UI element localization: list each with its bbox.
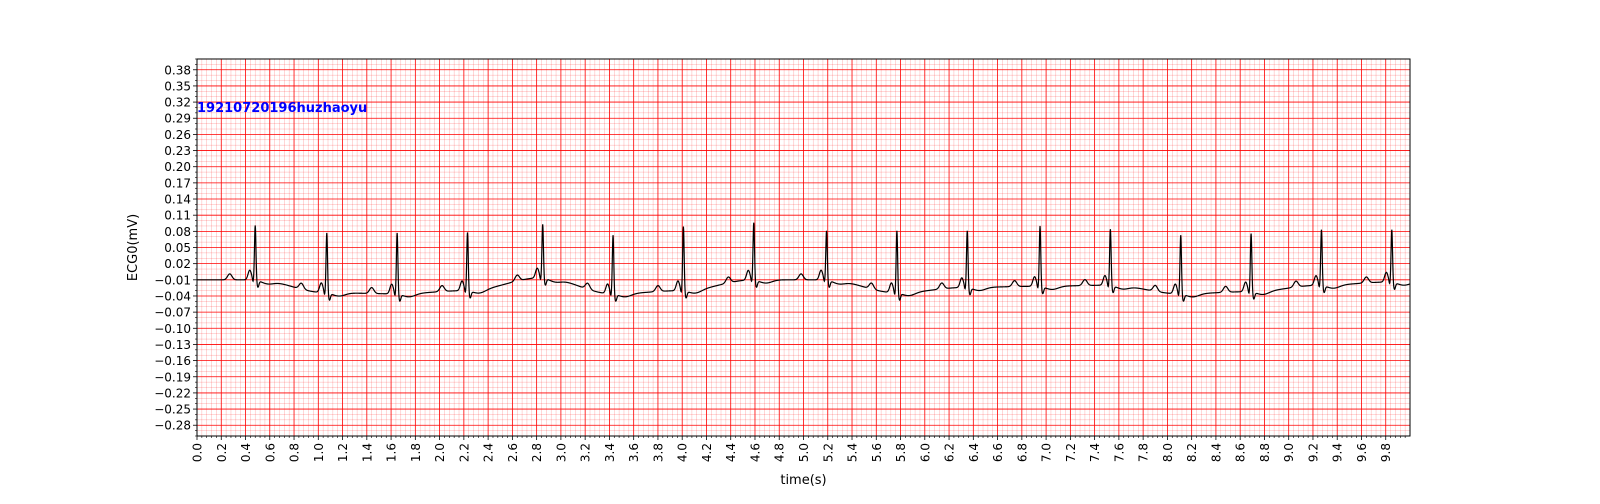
- x-tick-label: 2.2: [457, 443, 471, 462]
- y-tick-label: 0.08: [164, 225, 191, 239]
- y-tick-label: 0.02: [164, 257, 191, 271]
- x-tick-label: 8.6: [1234, 443, 1248, 462]
- x-tick-label: 1.0: [312, 443, 326, 462]
- y-tick-label: 0.11: [164, 209, 191, 223]
- x-tick-label: 6.6: [991, 443, 1005, 462]
- x-tick-label: 3.8: [651, 443, 665, 462]
- student-id-annotation: 19210720196huzhaoyu: [197, 101, 367, 116]
- x-tick-label: 5.2: [821, 443, 835, 462]
- x-tick-label: 9.8: [1379, 443, 1393, 462]
- y-axis: −0.28 −0.25 −0.22 −0.19 −0.16 −0.13 −0.10 −0.07…: [154, 58, 197, 437]
- x-tick-label: 3.2: [579, 443, 593, 462]
- x-tick-label: 7.4: [1088, 443, 1102, 462]
- x-tick-label: 5.8: [894, 443, 908, 462]
- x-axis: 0.0 0.2 0.4 0.6 0.8 1.0 1.2 1.4 1.6 1.8 2.0 2.2 2.4 2…: [191, 436, 1406, 462]
- x-tick-label: 2.4: [482, 443, 496, 462]
- y-tick-label: 0.29: [164, 112, 191, 126]
- x-tick-label: 1.8: [409, 443, 423, 462]
- x-tick-label: 1.6: [385, 443, 399, 462]
- y-tick-label: −0.04: [154, 289, 191, 303]
- y-tick-label: −0.01: [154, 273, 191, 287]
- y-tick-label: 0.38: [164, 63, 191, 77]
- x-tick-label: 5.6: [870, 443, 884, 462]
- x-tick-label: 7.0: [1040, 443, 1054, 462]
- y-tick-label: 0.26: [164, 128, 191, 142]
- x-tick-label: 7.8: [1137, 443, 1151, 462]
- y-tick-label: 0.14: [164, 193, 191, 207]
- x-tick-label: 4.4: [724, 443, 738, 462]
- x-tick-label: 4.2: [700, 443, 714, 462]
- x-tick-label: 8.2: [1185, 443, 1199, 462]
- x-tick-label: 4.0: [676, 443, 690, 462]
- x-tick-label: 6.2: [943, 443, 957, 462]
- x-tick-label: 9.2: [1306, 443, 1320, 462]
- x-tick-label: 0.8: [288, 443, 302, 462]
- y-axis-label: ECG0(mV): [126, 214, 141, 281]
- x-tick-label: 8.4: [1209, 443, 1223, 462]
- x-tick-label: 8.0: [1161, 443, 1175, 462]
- x-tick-label: 2.6: [506, 443, 520, 462]
- y-tick-label: 0.20: [164, 160, 191, 174]
- x-tick-label: 3.4: [603, 443, 617, 462]
- x-tick-label: 7.2: [1064, 443, 1078, 462]
- x-tick-label: 0.0: [191, 443, 205, 462]
- x-tick-label: 6.8: [1015, 443, 1029, 462]
- y-tick-label: 0.32: [164, 96, 191, 110]
- y-tick-label: −0.10: [154, 322, 191, 336]
- y-tick-label: 0.17: [164, 176, 191, 190]
- x-tick-label: 5.0: [797, 443, 811, 462]
- x-tick-label: 4.6: [748, 443, 762, 462]
- y-tick-label: 0.35: [164, 79, 191, 93]
- y-tick-label: −0.22: [154, 386, 191, 400]
- major-grid: [197, 59, 1410, 436]
- x-tick-label: 0.6: [263, 443, 277, 462]
- y-tick-label: −0.16: [154, 354, 191, 368]
- x-tick-label: 6.0: [918, 443, 932, 462]
- x-tick-label: 7.6: [1112, 443, 1126, 462]
- y-tick-label: 0.05: [164, 241, 191, 255]
- y-tick-label: −0.13: [154, 338, 191, 352]
- x-tick-label: 3.0: [554, 443, 568, 462]
- x-tick-label: 0.4: [239, 443, 253, 462]
- x-tick-label: 5.4: [846, 443, 860, 462]
- x-tick-label: 9.4: [1331, 443, 1345, 462]
- y-tick-label: −0.25: [154, 403, 191, 417]
- x-tick-label: 8.8: [1258, 443, 1272, 462]
- x-tick-label: 1.4: [360, 443, 374, 462]
- x-tick-label: 3.6: [627, 443, 641, 462]
- x-tick-label: 4.8: [773, 443, 787, 462]
- x-tick-label: 9.6: [1355, 443, 1369, 462]
- y-tick-label: −0.07: [154, 306, 191, 320]
- x-tick-label: 2.8: [530, 443, 544, 462]
- x-axis-label: time(s): [780, 473, 826, 488]
- x-tick-label: 6.4: [967, 443, 981, 462]
- ecg-trace-group: [197, 222, 1411, 302]
- ecg-trace-line: [197, 222, 1411, 302]
- x-tick-label: 1.2: [336, 443, 350, 462]
- y-tick-label: −0.28: [154, 419, 191, 433]
- y-tick-label: −0.19: [154, 370, 191, 384]
- x-tick-label: 0.2: [215, 443, 229, 462]
- x-tick-label: 2.0: [433, 443, 447, 462]
- x-tick-label: 9.0: [1282, 443, 1296, 462]
- y-tick-label: 0.23: [164, 144, 191, 158]
